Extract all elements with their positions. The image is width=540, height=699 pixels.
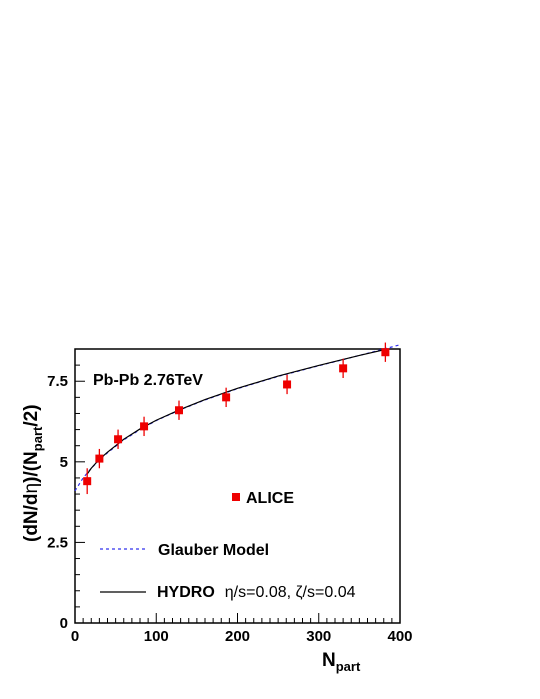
glauber-model-line: [74, 344, 401, 492]
x-tick-label: 300: [306, 628, 331, 645]
legend-hydro-name: HYDRO: [157, 584, 215, 601]
x-tick-label: 0: [71, 628, 79, 645]
alice-data-point: [339, 364, 348, 373]
legend-marker-alice: [232, 493, 240, 501]
data-points: [83, 342, 390, 495]
alice-data-point: [114, 435, 123, 444]
legend-label-alice: ALICE: [246, 490, 294, 507]
y-tick-label: 7.5: [47, 373, 68, 390]
x-tick-label: 100: [144, 628, 169, 645]
plot-frame: [74, 348, 401, 624]
series-lines: [74, 344, 401, 492]
y-tick-label: 0: [60, 615, 68, 632]
y-tick-labels: 0 2.5 5 7.5: [47, 373, 68, 632]
legend-hydro-params: η/s=0.08, ζ/s=0.04: [225, 584, 356, 601]
y-axis-title: (dN/dη)/(Npart/2): [21, 404, 45, 542]
alice-data-point: [175, 406, 183, 415]
axis-ticks: [74, 348, 401, 624]
x-tick-label: 200: [225, 628, 250, 645]
alice-data-point: [283, 380, 292, 389]
x-axis-title: Npart: [322, 650, 361, 674]
legend-label-hydro: HYDRO η/s=0.08, ζ/s=0.04: [157, 584, 356, 601]
alice-data-point: [381, 348, 390, 357]
y-tick-label: 2.5: [47, 534, 68, 551]
alice-data-point: [140, 422, 149, 431]
y-tick-label: 5: [60, 454, 68, 471]
x-tick-label: 400: [387, 628, 412, 645]
alice-data-point: [83, 477, 92, 486]
alice-data-point: [222, 393, 231, 402]
legend-label-glauber: Glauber Model: [158, 542, 269, 559]
x-tick-labels: 0 100 200 300 400: [71, 628, 413, 645]
collision-annotation: Pb-Pb 2.76TeV: [93, 372, 203, 389]
alice-data-point: [95, 454, 104, 463]
